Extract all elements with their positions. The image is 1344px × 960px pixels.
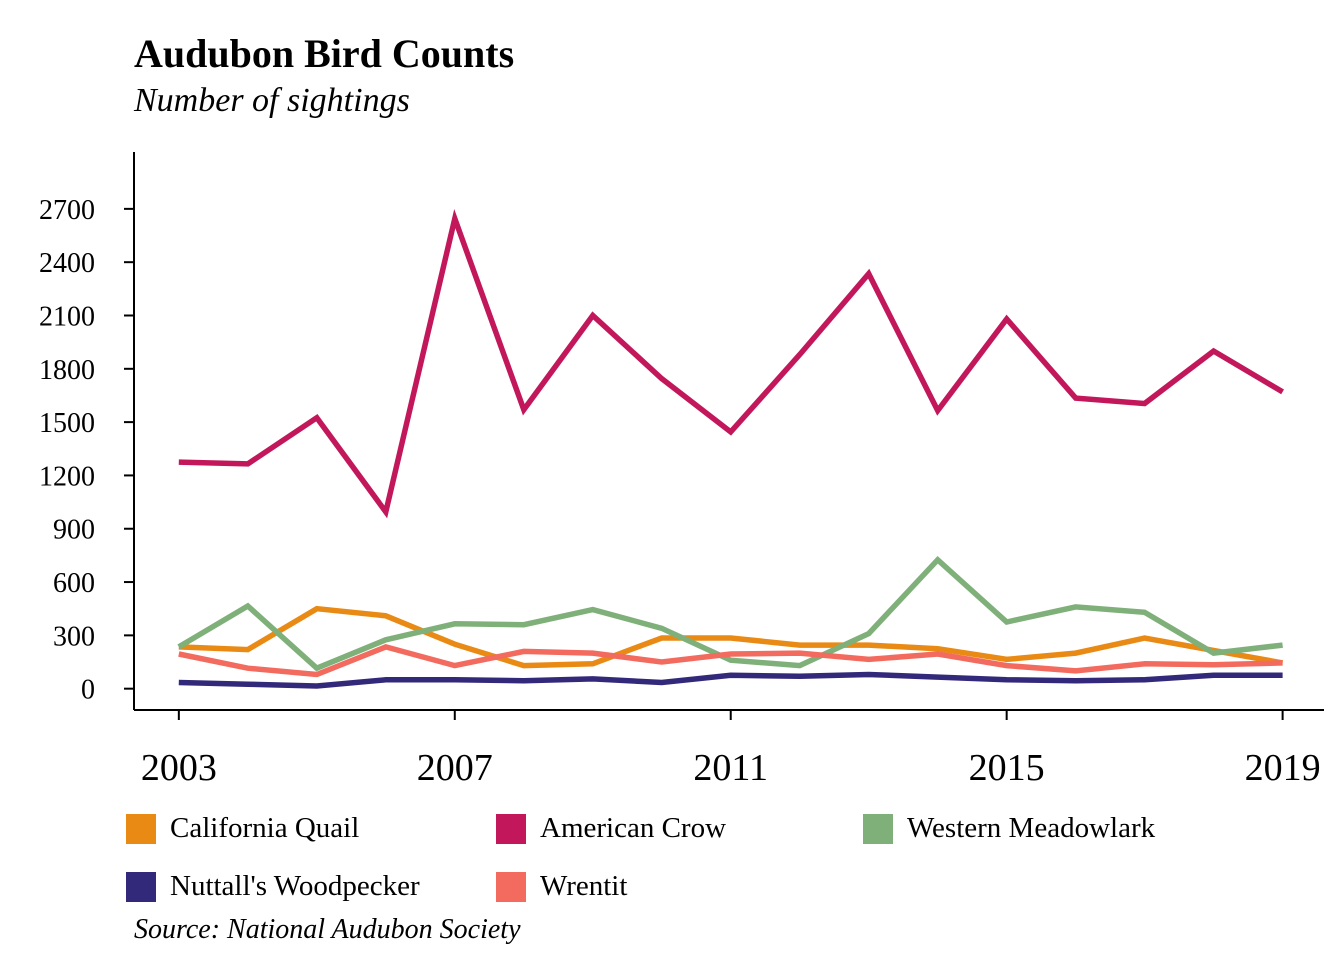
series-line-western-meadowlark	[177, 555, 1283, 672]
y-tick-label: 2100	[39, 301, 95, 332]
source-note: Source: National Audubon Society	[134, 914, 521, 945]
y-tick-label: 2700	[39, 195, 95, 226]
y-tick-label: 600	[53, 568, 95, 599]
y-tick-label: 1500	[39, 408, 95, 439]
y-tick-label: 0	[81, 675, 95, 706]
legend-item-western-meadowlark: Western Meadowlark	[863, 812, 1155, 845]
x-tick-label: 2007	[417, 747, 493, 789]
y-tick-label: 300	[53, 621, 95, 652]
series-line-american-crow	[178, 208, 1285, 519]
legend-item-nuttalls-woodpecker: Nuttall's Woodpecker	[126, 870, 420, 903]
legend-swatch	[126, 813, 156, 844]
chart-title: Audubon Bird Counts	[134, 31, 515, 76]
series-line-nuttall-s-woodpecker	[178, 671, 1283, 689]
series-lines	[177, 208, 1285, 689]
legend-item-california-quail: California Quail	[126, 812, 359, 845]
legend-label: Wrentit	[540, 870, 628, 902]
series-line-wrentit	[178, 644, 1283, 678]
x-tick-label: 2003	[141, 747, 217, 789]
y-tick-label: 1800	[39, 355, 95, 386]
y-tick-label: 1200	[39, 461, 95, 492]
legend-item-american-crow: American Crow	[496, 812, 726, 845]
legend-label: Nuttall's Woodpecker	[170, 870, 420, 902]
x-tick-label: 2019	[1245, 747, 1321, 789]
y-tick-label: 2400	[39, 248, 95, 279]
legend-swatch	[496, 871, 526, 902]
legend-swatch	[496, 813, 526, 844]
axes: 0 300 600 900 1200 1500 1800 2100 2400 2700 2003 20…	[39, 152, 1324, 789]
y-tick-label: 900	[53, 515, 95, 546]
x-tick-label: 2011	[693, 747, 768, 789]
legend-label: American Crow	[540, 812, 727, 844]
series-line-california-quail	[178, 605, 1284, 669]
legend-label: California Quail	[170, 812, 360, 844]
legend-swatch	[126, 871, 156, 902]
chart-subtitle: Number of sightings	[134, 82, 410, 119]
legend-label: Western Meadowlark	[907, 812, 1156, 844]
legend-swatch	[863, 813, 893, 844]
legend-item-wrentit: Wrentit	[496, 870, 627, 903]
x-tick-label: 2015	[969, 747, 1045, 789]
